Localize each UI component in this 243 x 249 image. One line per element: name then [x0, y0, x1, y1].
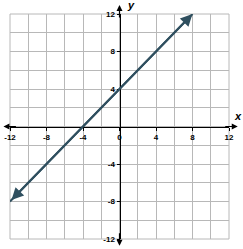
svg-text:8: 8 [190, 133, 195, 142]
svg-text:-12: -12 [4, 133, 16, 142]
svg-text:-8: -8 [108, 197, 116, 206]
svg-text:4: 4 [154, 133, 159, 142]
svg-text:-12: -12 [103, 235, 115, 244]
svg-text:4: 4 [110, 85, 115, 94]
svg-text:-8: -8 [43, 133, 51, 142]
svg-text:8: 8 [110, 47, 115, 56]
svg-text:-4: -4 [108, 160, 116, 169]
svg-text:y: y [127, 0, 135, 11]
svg-text:12: 12 [106, 10, 115, 19]
svg-text:0: 0 [117, 133, 122, 142]
svg-text:12: 12 [225, 133, 234, 142]
svg-text:-4: -4 [79, 133, 87, 142]
svg-text:x: x [234, 110, 242, 122]
